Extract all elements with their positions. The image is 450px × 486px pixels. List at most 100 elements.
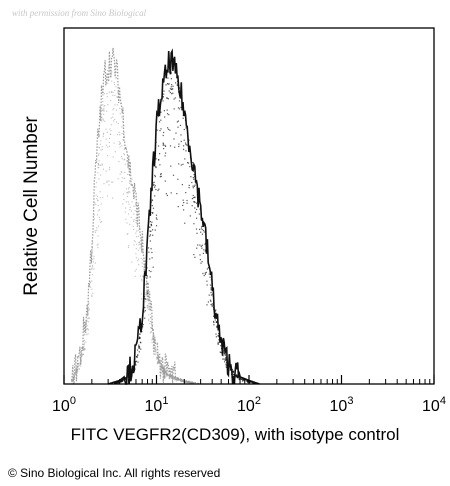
histogram-speckle bbox=[144, 306, 146, 309]
histogram-speckle bbox=[118, 143, 120, 145]
histogram-speckle bbox=[154, 347, 156, 349]
histogram-speckle bbox=[121, 126, 123, 128]
histogram-speckle bbox=[91, 274, 94, 276]
histogram-speckle bbox=[111, 91, 113, 93]
watermark: with permission from Sino Biological bbox=[12, 8, 147, 18]
histogram-speckle bbox=[144, 265, 146, 267]
histogram-speckle bbox=[81, 352, 83, 354]
histogram-speckle bbox=[113, 382, 116, 384]
histogram-speckle bbox=[98, 135, 100, 137]
histogram-speckle bbox=[128, 187, 130, 189]
histogram-speckle bbox=[97, 243, 99, 245]
histogram-speckle bbox=[119, 143, 121, 145]
histogram-speckle bbox=[208, 273, 210, 275]
histogram-speckle bbox=[151, 339, 153, 341]
histogram-speckle bbox=[151, 199, 153, 201]
histogram-speckle bbox=[121, 158, 123, 160]
histogram-speckle bbox=[168, 114, 170, 116]
histogram-speckle bbox=[122, 139, 124, 141]
histogram-speckle bbox=[97, 172, 99, 174]
histogram-speckle bbox=[224, 354, 226, 356]
histogram-speckle bbox=[129, 180, 131, 182]
histogram-speckle bbox=[88, 309, 90, 311]
histogram-speckle bbox=[142, 275, 144, 277]
histogram-speckle bbox=[139, 333, 141, 335]
histogram-speckle bbox=[178, 143, 180, 145]
histogram-speckle bbox=[104, 120, 106, 122]
histogram-speckle bbox=[160, 111, 162, 113]
histogram-speckle bbox=[119, 142, 121, 144]
histogram-speckle bbox=[155, 214, 158, 216]
histogram-speckle bbox=[194, 211, 196, 213]
histogram-speckle bbox=[108, 91, 110, 93]
histogram-speckle bbox=[164, 180, 166, 182]
histogram-speckle bbox=[134, 210, 136, 212]
histogram-speckle bbox=[148, 303, 150, 305]
histogram-speckle bbox=[202, 272, 204, 275]
histogram-speckle bbox=[122, 120, 124, 123]
histogram-speckle bbox=[215, 333, 217, 335]
histogram-speckle bbox=[159, 360, 161, 363]
histogram-speckle bbox=[193, 382, 195, 384]
histogram-speckle bbox=[180, 140, 182, 143]
histogram-speckle bbox=[93, 255, 95, 257]
histogram-speckle bbox=[135, 217, 137, 219]
histogram-speckle bbox=[133, 228, 135, 231]
histogram-speckle bbox=[135, 203, 137, 205]
copyright-notice: © Sino Biological Inc. All rights reserv… bbox=[8, 466, 221, 480]
histogram-speckle bbox=[151, 257, 153, 259]
histogram-speckle bbox=[156, 218, 158, 220]
histogram-speckle bbox=[162, 365, 164, 368]
histogram-speckle bbox=[109, 128, 111, 130]
histogram-speckle bbox=[194, 184, 196, 186]
histogram-speckle bbox=[173, 98, 175, 100]
histogram-speckle bbox=[150, 225, 153, 227]
histogram-speckle bbox=[139, 247, 141, 249]
histogram-speckle bbox=[214, 319, 216, 321]
histogram-speckle bbox=[186, 202, 188, 204]
histogram-speckle bbox=[182, 199, 184, 201]
histogram-speckle bbox=[175, 378, 177, 380]
histogram-speckle bbox=[153, 339, 155, 341]
histogram-speckle bbox=[93, 218, 95, 220]
histogram-speckle bbox=[112, 91, 114, 93]
histogram-speckle bbox=[114, 89, 116, 92]
histogram-speckle bbox=[184, 381, 186, 383]
histogram-speckle bbox=[118, 161, 120, 163]
histogram-speckle bbox=[134, 241, 136, 243]
histogram-speckle bbox=[150, 230, 152, 232]
histogram-speckle bbox=[178, 108, 181, 110]
histogram-speckle bbox=[129, 209, 131, 211]
histogram-speckle bbox=[92, 266, 94, 268]
histogram-speckle bbox=[91, 264, 93, 266]
histogram-speckle bbox=[164, 145, 167, 147]
histogram-speckle bbox=[163, 131, 165, 134]
histogram-speckle bbox=[120, 381, 123, 383]
histogram-speckle bbox=[134, 196, 136, 198]
histogram-speckle bbox=[185, 381, 187, 383]
histogram-speckle bbox=[184, 222, 186, 224]
histogram-speckle bbox=[152, 337, 154, 339]
histogram-speckle bbox=[168, 90, 170, 92]
histogram-speckle bbox=[85, 321, 87, 323]
histogram-speckle bbox=[213, 320, 215, 323]
histogram-speckle bbox=[180, 164, 182, 166]
histogram-speckle bbox=[192, 187, 194, 189]
histogram-speckle bbox=[152, 336, 154, 338]
histogram-speckle bbox=[106, 195, 109, 197]
histogram-speckle bbox=[139, 227, 141, 229]
histogram-speckle bbox=[141, 265, 143, 267]
histogram-speckle bbox=[183, 139, 185, 141]
histogram-speckle bbox=[158, 121, 161, 123]
histogram-speckle bbox=[176, 84, 178, 86]
histogram-speckle bbox=[183, 145, 185, 147]
histogram-speckle bbox=[83, 347, 85, 349]
histogram-speckle bbox=[111, 181, 113, 183]
histogram-speckle bbox=[108, 141, 110, 144]
histogram-speckle bbox=[175, 132, 177, 134]
histogram-speckle bbox=[224, 353, 226, 355]
histogram-speckle bbox=[156, 363, 159, 365]
histogram-speckle bbox=[153, 340, 155, 342]
histogram-speckle bbox=[138, 336, 141, 338]
histogram-speckle bbox=[185, 150, 187, 152]
